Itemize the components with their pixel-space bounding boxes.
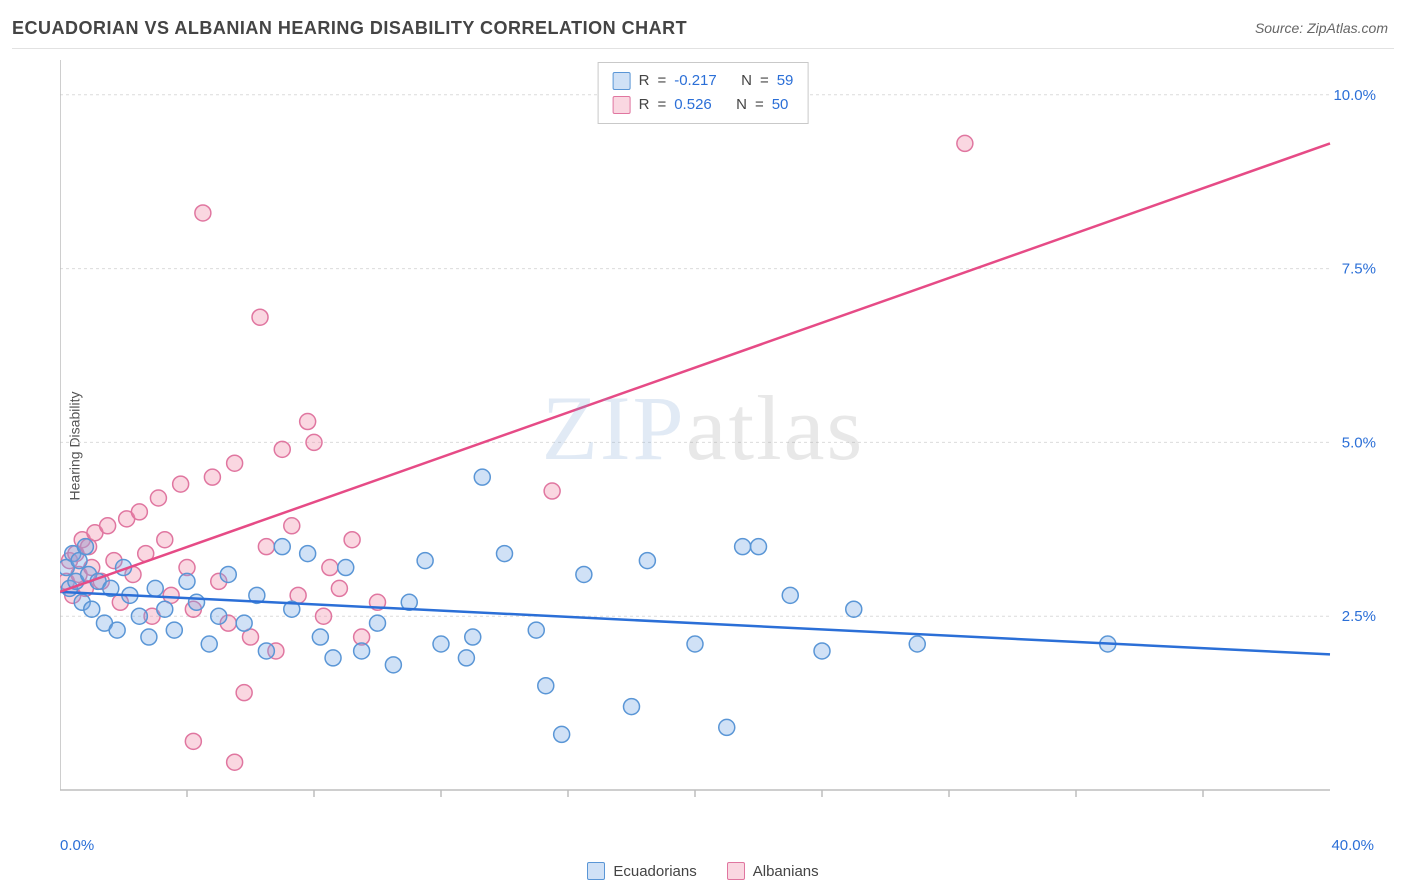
legend-row-ecuadorians: R = -0.217 N = 59 (613, 69, 794, 93)
swatch-albanians-icon (727, 862, 745, 880)
header-rule (12, 48, 1394, 49)
legend-item-ecuadorians: Ecuadorians (587, 862, 696, 880)
x-axis-min-label: 0.0% (60, 837, 94, 854)
svg-text:7.5%: 7.5% (1342, 261, 1376, 278)
legend-label: Ecuadorians (613, 863, 696, 880)
correlation-legend: R = -0.217 N = 59 R = 0.526 N = 50 (598, 62, 809, 124)
svg-text:5.0%: 5.0% (1342, 434, 1376, 451)
legend-item-albanians: Albanians (727, 862, 819, 880)
legend-row-albanians: R = 0.526 N = 50 (613, 93, 794, 117)
swatch-ecuadorians-icon (587, 862, 605, 880)
chart-title: ECUADORIAN VS ALBANIAN HEARING DISABILIT… (12, 18, 687, 38)
svg-text:2.5%: 2.5% (1342, 608, 1376, 625)
x-axis-max-label: 40.0% (1331, 837, 1374, 854)
chart-plot-area: 2.5% 5.0% 7.5% 10.0% (60, 60, 1380, 820)
legend-label: Albanians (753, 863, 819, 880)
series-legend: Ecuadorians Albanians (0, 862, 1406, 880)
chart-svg: 2.5% 5.0% 7.5% 10.0% (60, 60, 1380, 820)
swatch-ecuadorians (613, 72, 631, 90)
source-attribution: Source: ZipAtlas.com (1255, 20, 1388, 36)
svg-text:10.0%: 10.0% (1333, 87, 1376, 104)
swatch-albanians (613, 96, 631, 114)
